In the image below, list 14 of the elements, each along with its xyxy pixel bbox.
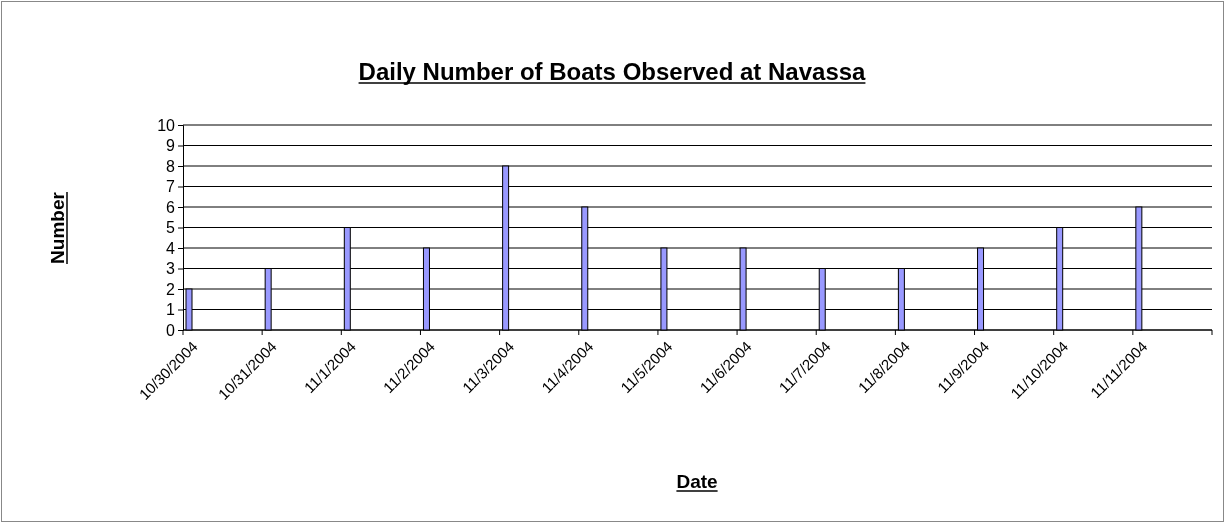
y-tick-label: 2	[166, 280, 176, 298]
y-tick-label: 5	[166, 219, 176, 237]
y-tick-label: 9	[166, 137, 176, 155]
y-tick-label: 1	[166, 301, 176, 319]
y-tick-label: 7	[166, 178, 176, 196]
y-tick-label: 6	[166, 198, 176, 216]
x-axis-title: Date	[676, 471, 718, 492]
y-axis-title: Number	[47, 191, 68, 264]
chart-title: Daily Number of Boats Observed at Navassa	[358, 58, 867, 85]
y-tick-label: 8	[166, 157, 176, 175]
y-tick-label: 4	[166, 239, 176, 257]
y-tick-label: 0	[166, 321, 176, 339]
y-tick-label: 10	[157, 116, 176, 134]
y-tick-label: 3	[166, 260, 176, 278]
